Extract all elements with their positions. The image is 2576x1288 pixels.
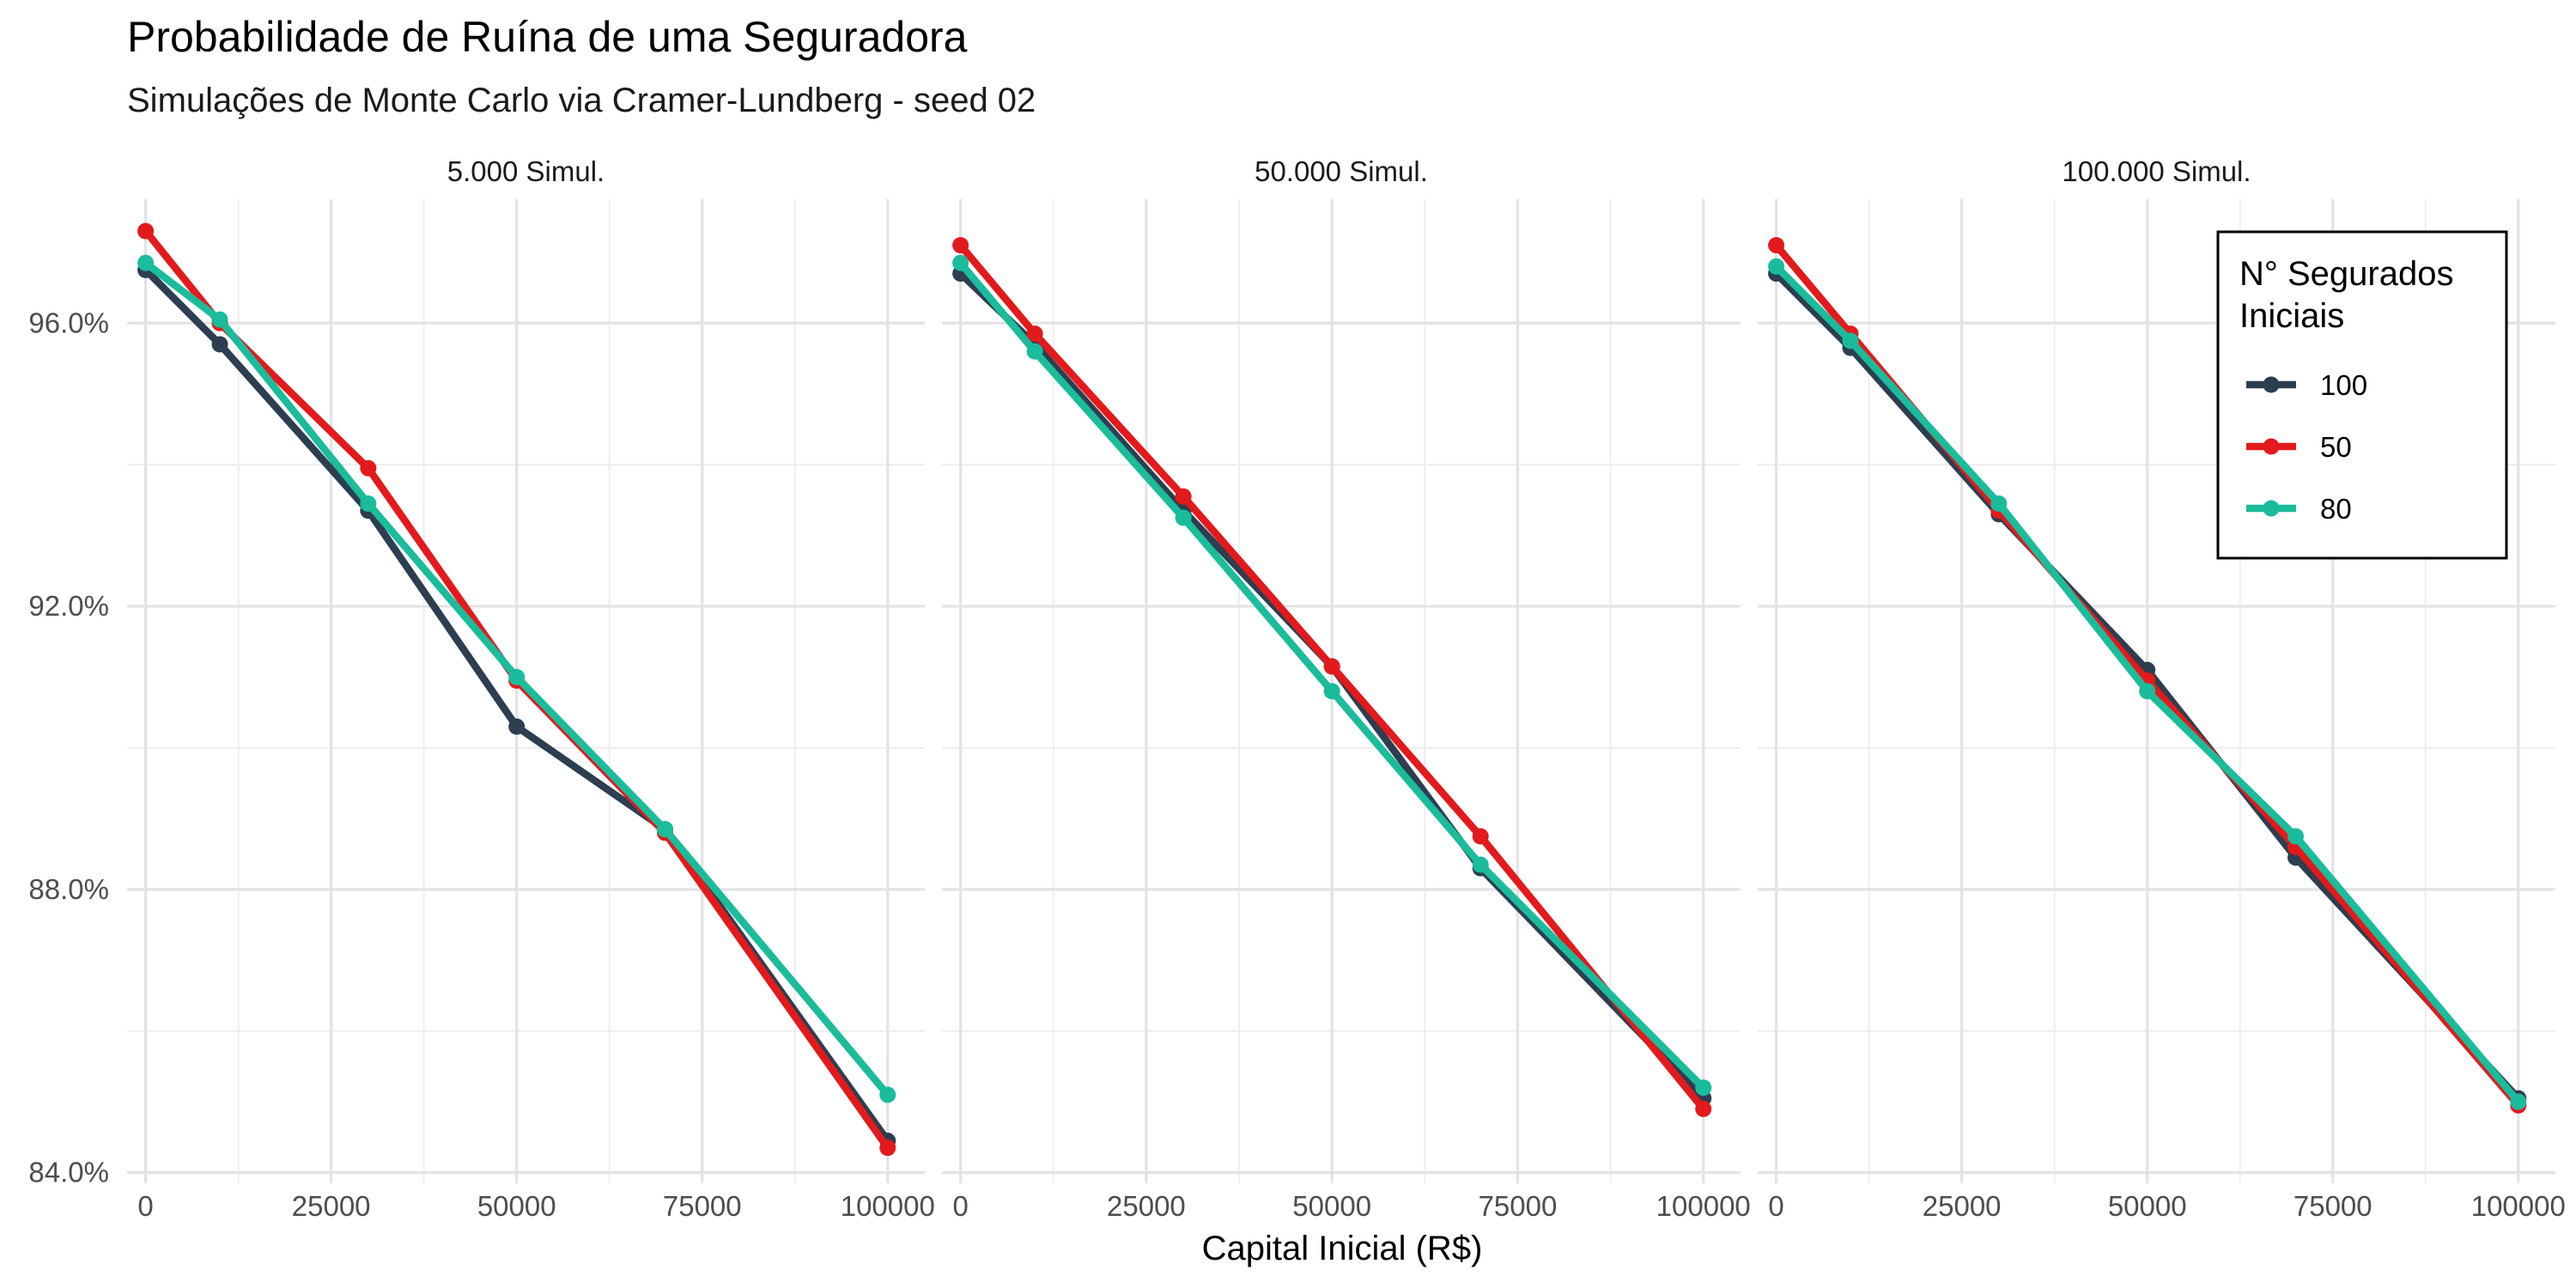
x-tick-label: 75000 (1479, 1190, 1558, 1222)
data-point (1990, 495, 2008, 513)
y-tick-label: 84.0% (28, 1157, 109, 1188)
x-axis-label: Capital Inicial (R$) (1202, 1230, 1483, 1267)
data-point (1695, 1100, 1712, 1117)
series-50 (952, 237, 1712, 1117)
data-point (508, 669, 526, 686)
x-tick-label: 50000 (477, 1190, 556, 1222)
chart-subtitle: Simulações de Monte Carlo via Cramer-Lun… (127, 82, 1036, 119)
series-line (957, 260, 1706, 1091)
data-point (1842, 332, 1859, 349)
x-tick-label: 25000 (1107, 1190, 1186, 1222)
x-tick-label: 100000 (2471, 1190, 2566, 1222)
legend-entry: 80 (2246, 493, 2352, 525)
legend-key-point (2263, 376, 2280, 393)
legend-title-line2: Iniciais (2239, 297, 2344, 335)
data-point (1323, 683, 1340, 700)
chart-title: Probabilidade de Ruína de uma Seguradora (127, 13, 968, 61)
data-point (1768, 237, 1785, 254)
data-point (1175, 488, 1192, 505)
x-axis: 0 25000 50000 75000 100000 0 25000 50000 75000 10… (137, 1190, 2565, 1222)
data-point (1472, 828, 1489, 845)
data-point (1026, 343, 1043, 360)
data-point (879, 1139, 896, 1157)
x-tick-label: 25000 (292, 1190, 371, 1222)
facet-strips: 5.000 Simul. 50.000 Simul. 100.000 Simul. (447, 155, 2251, 187)
series-80 (1768, 258, 2527, 1110)
y-tick-label: 88.0% (28, 873, 109, 905)
data-point (1472, 856, 1489, 873)
data-point (360, 459, 377, 477)
legend-entries: 100 50 80 (2246, 369, 2367, 525)
x-tick-label: 0 (952, 1190, 968, 1222)
x-tick-label: 50000 (2108, 1190, 2187, 1222)
y-axis: 84.0% 88.0% 92.0% 96.0% (28, 307, 109, 1188)
facet-panel (942, 199, 1741, 1183)
data-point (360, 495, 377, 513)
x-tick-label: 100000 (841, 1190, 935, 1222)
x-tick-label: 75000 (2293, 1190, 2372, 1222)
series-line (957, 242, 1706, 1112)
x-tick-label: 25000 (1923, 1190, 2002, 1222)
facet-panel (127, 199, 925, 1183)
data-point (2510, 1093, 2527, 1110)
legend: N° Segurados Iniciais 100 50 80 (2216, 230, 2508, 560)
data-point (137, 254, 155, 271)
series-layer (137, 222, 2527, 1157)
x-tick-label: 0 (137, 1190, 153, 1222)
data-point (1768, 258, 1785, 275)
legend-label: 50 (2320, 431, 2352, 463)
data-point (211, 336, 228, 353)
grid-layer (127, 199, 2555, 1183)
series-line (143, 259, 891, 1097)
data-point (508, 718, 526, 735)
data-point (952, 237, 969, 254)
data-point (952, 254, 969, 271)
series-80 (137, 254, 896, 1103)
legend-label: 80 (2320, 493, 2352, 525)
data-point (1323, 658, 1340, 675)
data-point (2139, 683, 2156, 700)
legend-key-point (2263, 438, 2280, 455)
x-tick-label: 75000 (663, 1190, 742, 1222)
data-point (211, 311, 228, 328)
data-point (137, 222, 155, 240)
x-tick-label: 0 (1768, 1190, 1783, 1222)
facet-strip-label: 50.000 Simul. (1255, 155, 1428, 187)
series-line (1773, 264, 2522, 1104)
data-point (879, 1086, 896, 1103)
legend-entry: 100 (2246, 369, 2367, 401)
facet-panel (1758, 199, 2555, 1183)
y-tick-label: 92.0% (28, 590, 109, 622)
data-point (1695, 1079, 1712, 1097)
data-point (657, 821, 674, 838)
y-tick-label: 96.0% (28, 307, 109, 338)
legend-label: 100 (2320, 369, 2367, 401)
legend-entry: 50 (2246, 431, 2352, 463)
legend-key-point (2263, 500, 2280, 517)
data-point (2287, 828, 2305, 845)
data-point (1026, 325, 1043, 343)
legend-title-line1: N° Segurados (2239, 255, 2453, 293)
facet-strip-label: 100.000 Simul. (2062, 155, 2251, 187)
x-tick-label: 100000 (1656, 1190, 1751, 1222)
facet-strip-label: 5.000 Simul. (447, 155, 605, 187)
x-tick-label: 50000 (1292, 1190, 1371, 1222)
series-80 (952, 254, 1712, 1097)
data-point (1175, 509, 1192, 526)
